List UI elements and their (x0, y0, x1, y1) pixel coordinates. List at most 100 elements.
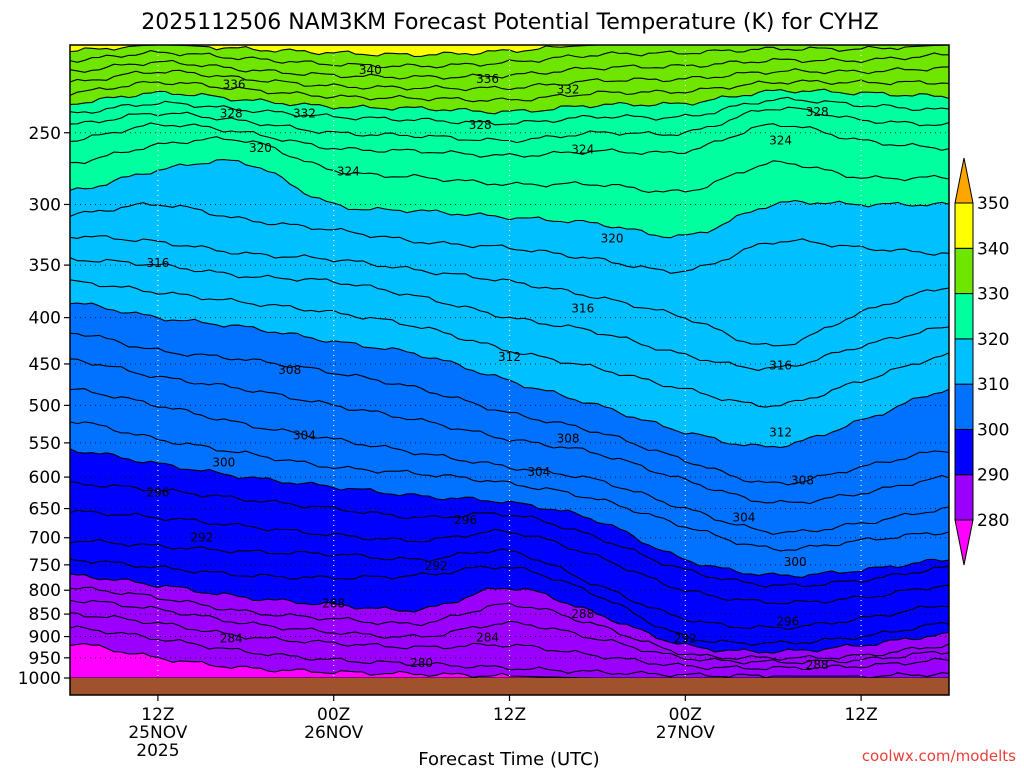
isentrope-line (69, 257, 950, 372)
y-tick-label: 550 (29, 434, 61, 454)
x-tick-label: 12Z (493, 705, 526, 725)
contour-label: 312 (498, 350, 521, 364)
colorbar-segment (954, 293, 974, 340)
contour-label: 284 (476, 630, 499, 644)
contour-label: 328 (469, 118, 492, 132)
contour-label: 332 (293, 106, 316, 120)
y-tick-label: 700 (29, 529, 61, 549)
contour-label: 316 (146, 256, 169, 270)
contour-label: 304 (527, 465, 550, 479)
grid-lines (70, 45, 949, 679)
contour-label: 324 (769, 134, 792, 148)
contour-label: 296 (146, 486, 169, 500)
isentrope-line (69, 96, 950, 126)
contour-label: 340 (359, 63, 382, 77)
credit-text: coolwx.com/modelts (862, 747, 1016, 765)
isentrope-line (69, 159, 950, 239)
colorbar-tick-label: 280 (977, 511, 1009, 531)
isentrope-line (69, 332, 950, 486)
x-tick-label: 26NOV (304, 723, 363, 743)
contour-label: 328 (806, 105, 829, 119)
x-tick-label: 00Z (317, 705, 350, 725)
y-tick-label: 350 (29, 256, 61, 276)
colorbar-top-arrow (954, 157, 974, 204)
isentrope-line (69, 421, 950, 552)
contour-label: 300 (212, 455, 235, 469)
contour-label: 308 (278, 363, 301, 377)
colorbar-tick-label: 320 (977, 330, 1009, 350)
x-tick-label: 12Z (844, 705, 877, 725)
colorbar-tick-label: 340 (977, 239, 1009, 259)
ground-surface (70, 678, 949, 695)
x-tick-label: 2025 (136, 741, 179, 761)
y-axis: 250 300 350 400 450 500 550 600 650 700 750 800 850 9… (18, 124, 70, 689)
y-tick-label: 850 (29, 605, 61, 625)
contour-label: 316 (769, 359, 792, 373)
colorbar-tick-label: 330 (977, 285, 1009, 305)
contour-label: 324 (337, 165, 360, 179)
isentrope-line (69, 358, 950, 505)
contour-label: 304 (732, 511, 755, 525)
isentrope-line (69, 573, 950, 654)
contour-label: 316 (571, 302, 594, 316)
colorbar-segment (954, 474, 974, 521)
contour-label: 308 (791, 473, 814, 487)
contour-label: 300 (784, 555, 807, 569)
contour-label: 336 (223, 77, 246, 91)
isentrope-line (69, 388, 950, 536)
contour-label: 288 (322, 596, 345, 610)
y-tick-label: 1000 (18, 669, 61, 689)
contour-label: 308 (557, 432, 580, 446)
contour-label: 288 (571, 607, 594, 621)
contour-label: 328 (220, 106, 243, 120)
isentrope-line (69, 79, 950, 103)
colorbar-segment (954, 202, 974, 249)
contour-labels: 340 336 336 332 328 332 328 328 320 324 324 324 320 3… (146, 63, 828, 672)
colorbar-segment (954, 247, 974, 295)
x-tick-label: 12Z (141, 705, 174, 725)
y-tick-label: 250 (29, 124, 61, 144)
y-tick-label: 300 (29, 195, 61, 215)
contour-label: 292 (674, 632, 697, 646)
x-tick-label: 00Z (669, 705, 702, 725)
contour-label: 296 (776, 614, 799, 628)
contour-label: 336 (476, 72, 499, 86)
isentrope-line (69, 586, 950, 661)
x-axis-label: Forecast Time (UTC) (418, 749, 599, 768)
contour-label: 280 (410, 656, 433, 670)
isentrope-line (69, 122, 950, 158)
contour-label: 304 (293, 429, 316, 443)
contour-label: 312 (769, 426, 792, 440)
contour-label: 288 (806, 658, 829, 672)
contour-label: 292 (190, 531, 213, 545)
contour-label: 320 (249, 141, 272, 155)
isentrope-line (69, 612, 950, 671)
isentrope-line (69, 599, 950, 665)
colorbar-tick-label: 350 (977, 194, 1009, 214)
y-tick-label: 950 (29, 649, 61, 669)
colorbar-segment (954, 383, 974, 430)
isentrope-line (69, 202, 950, 274)
colorbar-bottom-arrow (954, 519, 974, 566)
y-tick-label: 450 (29, 355, 61, 375)
contour-label: 292 (425, 559, 448, 573)
colorbar-segment (954, 338, 974, 385)
y-tick-label: 650 (29, 500, 61, 520)
isentrope-line (69, 44, 950, 69)
colorbar-tick-label: 310 (977, 375, 1009, 395)
contour-label: 324 (571, 143, 594, 157)
x-tick-label: 27NOV (656, 723, 715, 743)
chart-title: 2025112506 NAM3KM Forecast Potential Tem… (141, 10, 879, 35)
ground-band (70, 678, 949, 695)
y-tick-label: 400 (29, 309, 61, 329)
isentrope-line (69, 66, 950, 92)
isentrope-line (69, 136, 950, 193)
isentrope-line (69, 558, 950, 646)
contour-label: 320 (601, 231, 624, 245)
colorbar-segment (954, 428, 974, 476)
y-tick-label: 500 (29, 396, 61, 416)
isentrope-line (69, 279, 950, 408)
isentrope-line (69, 235, 950, 347)
